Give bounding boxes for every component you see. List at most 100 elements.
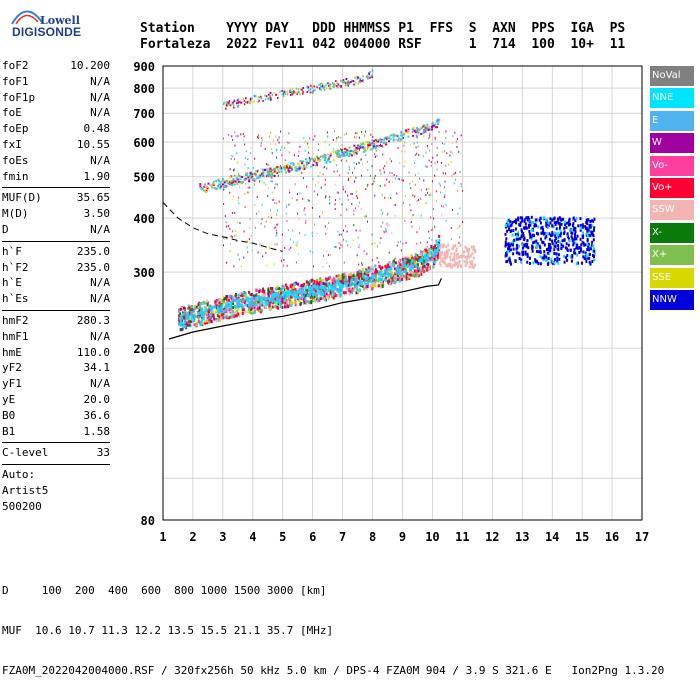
echo-point (336, 86, 339, 89)
echo-point (226, 182, 229, 185)
echo-point (354, 277, 357, 281)
scatter-speck (222, 137, 224, 140)
ssw-echo (474, 250, 477, 254)
echo-point (235, 305, 238, 309)
nnw-echo (565, 225, 568, 229)
echo-point (236, 299, 239, 303)
echo-point (370, 265, 373, 269)
echo-point (394, 272, 397, 276)
nnw-echo (563, 232, 566, 236)
ssw-echo (465, 257, 468, 261)
echo-point (325, 87, 328, 90)
echo-point (262, 172, 265, 175)
scatter-speck (230, 157, 232, 160)
echo-point (430, 128, 433, 131)
echo-point (383, 269, 386, 273)
echo-point (243, 178, 246, 181)
scatter-speck (276, 202, 278, 205)
echo-point (207, 182, 210, 185)
scatter-speck (400, 150, 402, 153)
echo-point (342, 81, 345, 84)
echo-point (288, 170, 291, 173)
echo-point (255, 288, 258, 292)
scatter-speck (402, 212, 404, 215)
echo-point (297, 88, 300, 91)
echo-point (387, 272, 390, 276)
echo-point (420, 266, 423, 270)
echo-point (327, 294, 330, 298)
echo-point (369, 71, 371, 74)
nnw-echo (564, 246, 567, 250)
echo-point (309, 158, 312, 161)
nnw-echo (547, 257, 550, 261)
scatter-speck (272, 198, 274, 201)
scatter-speck (355, 207, 357, 210)
echo-point (298, 296, 301, 300)
scatter-speck (271, 180, 273, 183)
nnw-echo (535, 224, 538, 228)
nnw-echo (558, 222, 561, 226)
scatter-speck (425, 194, 427, 197)
echo-point (235, 314, 238, 318)
echo-point (428, 259, 431, 263)
scatter-speck (269, 142, 271, 145)
nnw-echo (564, 223, 567, 227)
nnw-echo (508, 257, 511, 261)
scatter-speck (334, 130, 336, 133)
echo-point (218, 185, 221, 188)
echo-point (346, 83, 349, 86)
echo-point (300, 293, 303, 297)
param-note: Artist5 (2, 483, 49, 497)
ssw-echo (441, 257, 444, 261)
scatter-speck (436, 168, 438, 171)
echo-point (312, 293, 315, 297)
scatter-speck (415, 154, 417, 157)
scatter-speck (347, 244, 349, 247)
echo-point (268, 301, 271, 305)
nnw-echo (589, 225, 592, 229)
scatter-speck (343, 261, 345, 264)
echo-point (308, 279, 311, 283)
echo-point (286, 163, 289, 166)
echo-point (320, 290, 323, 294)
scatter-speck (266, 175, 268, 178)
echo-point (432, 124, 435, 127)
echo-point (434, 244, 437, 248)
nnw-echo (558, 240, 561, 244)
echo-point (380, 144, 383, 147)
scatter-speck (317, 193, 319, 196)
echo-point (403, 275, 406, 279)
nnw-echo (505, 253, 508, 257)
echo-point (255, 303, 258, 307)
echo-point (216, 314, 219, 318)
echo-point (408, 273, 411, 277)
nnw-echo (593, 258, 596, 262)
echo-point (260, 95, 262, 98)
param-value: N/A (90, 74, 110, 88)
echo-point (267, 287, 270, 291)
echo-point (378, 145, 381, 148)
nnw-echo (506, 219, 509, 223)
echo-point (240, 182, 243, 185)
echo-point (254, 178, 257, 181)
scatter-speck (332, 138, 334, 141)
echo-point (319, 85, 322, 88)
echo-point (344, 83, 347, 86)
nnw-echo (547, 247, 550, 251)
echo-point (236, 182, 239, 185)
echo-point (364, 272, 367, 276)
echo-point (250, 298, 253, 302)
echo-point (253, 100, 255, 103)
scatter-speck (456, 138, 458, 141)
nnw-echo (525, 244, 528, 248)
echo-point (438, 234, 441, 238)
echo-point (202, 300, 205, 304)
scatter-speck (369, 174, 371, 177)
echo-point (274, 168, 277, 171)
nnw-echo (545, 221, 548, 225)
scatter-speck (434, 225, 436, 228)
nnw-echo (519, 221, 522, 225)
echo-point (350, 149, 353, 152)
echo-point (297, 296, 300, 300)
echo-point (310, 165, 313, 168)
